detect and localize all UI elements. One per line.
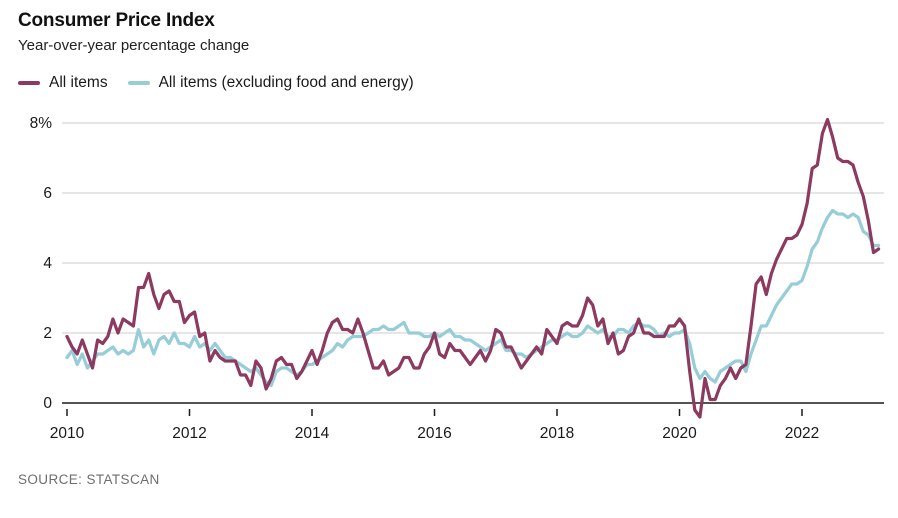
legend: All items All items (excluding food and … <box>18 74 414 92</box>
x-tick-label: 2010 <box>50 425 85 442</box>
y-tick-label: 4 <box>43 255 52 272</box>
legend-item-excl-food-energy: All items (excluding food and energy) <box>127 74 414 92</box>
y-tick-label: 8% <box>30 115 53 132</box>
chart-title: Consumer Price Index <box>18 10 215 31</box>
y-tick-label: 0 <box>43 395 52 412</box>
legend-label-all-items: All items <box>49 74 108 91</box>
series-line-all-items <box>65 117 881 419</box>
chart-subtitle: Year-over-year percentage change <box>18 37 250 54</box>
y-tick-label: 2 <box>43 325 52 342</box>
x-tick-label: 2014 <box>295 425 330 442</box>
x-tick-label: 2020 <box>662 425 697 442</box>
source-note: SOURCE: STATSCAN <box>18 472 160 487</box>
excl-food-energy-swatch-icon <box>127 80 150 86</box>
x-tick-label: 2018 <box>540 425 574 442</box>
legend-item-all-items: All items <box>18 74 108 92</box>
x-tick-label: 2012 <box>172 425 206 442</box>
all-items-swatch-icon <box>18 80 40 86</box>
legend-label-excl-food-energy: All items (excluding food and energy) <box>158 74 414 91</box>
x-tick-label: 2022 <box>785 425 819 442</box>
y-tick-label: 6 <box>43 185 52 202</box>
x-tick-label: 2016 <box>417 425 451 442</box>
